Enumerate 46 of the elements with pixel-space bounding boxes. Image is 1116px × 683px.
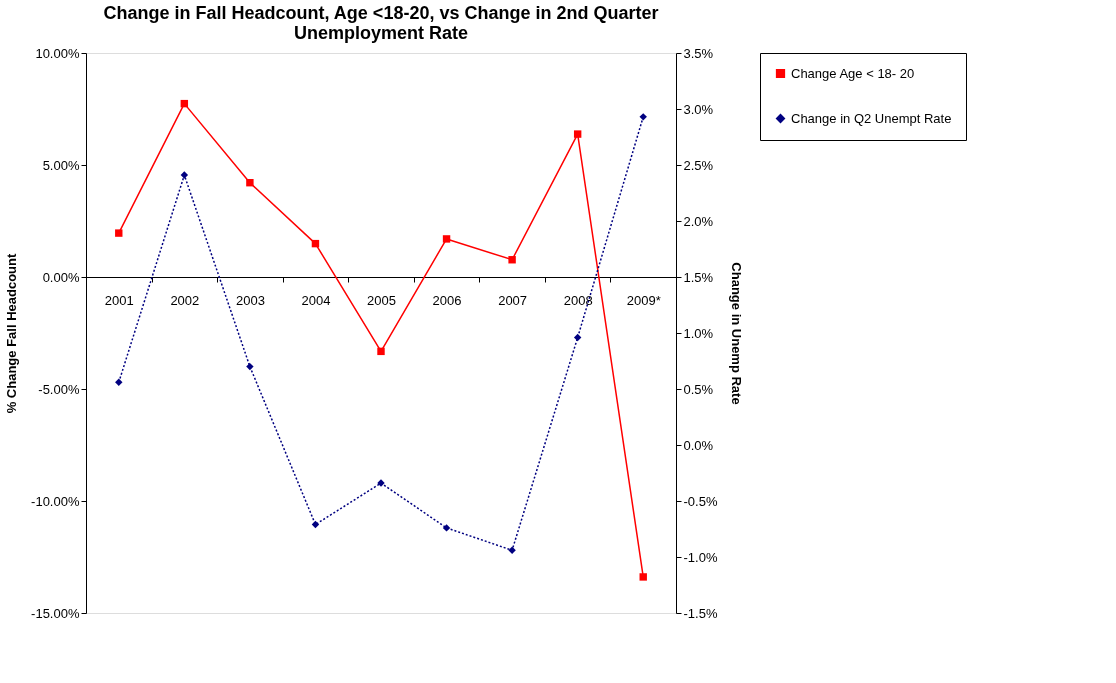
y2-tick-label: -1.5% xyxy=(683,605,718,621)
point xyxy=(442,524,451,532)
y2-tick-label: 0.0% xyxy=(683,437,714,453)
y2-tick-label: 1.5% xyxy=(683,269,714,285)
point xyxy=(115,378,123,386)
y-tick-label: 5.00% xyxy=(42,157,80,173)
point xyxy=(311,520,320,529)
x-tick-label: 2001 xyxy=(104,292,134,308)
x-tick-label: 2008 xyxy=(563,292,593,308)
point xyxy=(115,229,123,237)
y2-tick-label: -0.5% xyxy=(683,493,718,509)
y2-axis-title: Change in Unemp Rate xyxy=(729,262,745,405)
y-tick-label: -5.00% xyxy=(38,381,80,397)
y-axis-title: % Change Fall Headcount xyxy=(4,253,20,414)
y2-tick-label: 2.5% xyxy=(683,157,714,173)
point xyxy=(573,130,582,138)
y2-tick-label: 1.0% xyxy=(683,325,714,341)
y2-tick-label: -1.0% xyxy=(683,549,718,565)
y2-tick-label: 3.5% xyxy=(683,45,714,61)
point xyxy=(639,573,647,581)
legend-label: Change Age < 18- 20 xyxy=(791,65,915,81)
y-tick-label: -10.00% xyxy=(31,493,80,509)
point xyxy=(246,362,254,371)
x-tick-label: 2007 xyxy=(498,292,528,308)
x-tick-label: 2002 xyxy=(170,292,200,308)
point xyxy=(180,171,189,179)
chart-title: Change in Fall Headcount, Age <18-20, vs Change in 2nd Quarter Unemployment Rate xyxy=(103,3,659,43)
point xyxy=(377,347,385,356)
y-tick-label: -15.00% xyxy=(31,605,80,621)
point xyxy=(442,235,451,243)
legend-label: Change in Q2 Unempt Rate xyxy=(791,110,952,126)
point xyxy=(246,178,254,187)
x-tick-label: 2006 xyxy=(432,292,462,308)
point xyxy=(639,113,647,121)
x-tick-label: 2004 xyxy=(301,292,331,308)
y-tick-label: 10.00% xyxy=(35,45,80,61)
point xyxy=(573,333,582,342)
x-tick-label: 2003 xyxy=(235,292,265,308)
y2-tick-label: 2.0% xyxy=(683,213,714,229)
point xyxy=(508,546,516,554)
y-tick-label: 0.00% xyxy=(42,269,80,285)
x-tick-label: 2009* xyxy=(626,292,661,308)
y2-tick-label: 3.0% xyxy=(683,101,714,117)
x-tick-label: 2005 xyxy=(367,292,396,308)
y2-tick-label: 0.5% xyxy=(683,381,714,397)
point xyxy=(508,256,516,264)
